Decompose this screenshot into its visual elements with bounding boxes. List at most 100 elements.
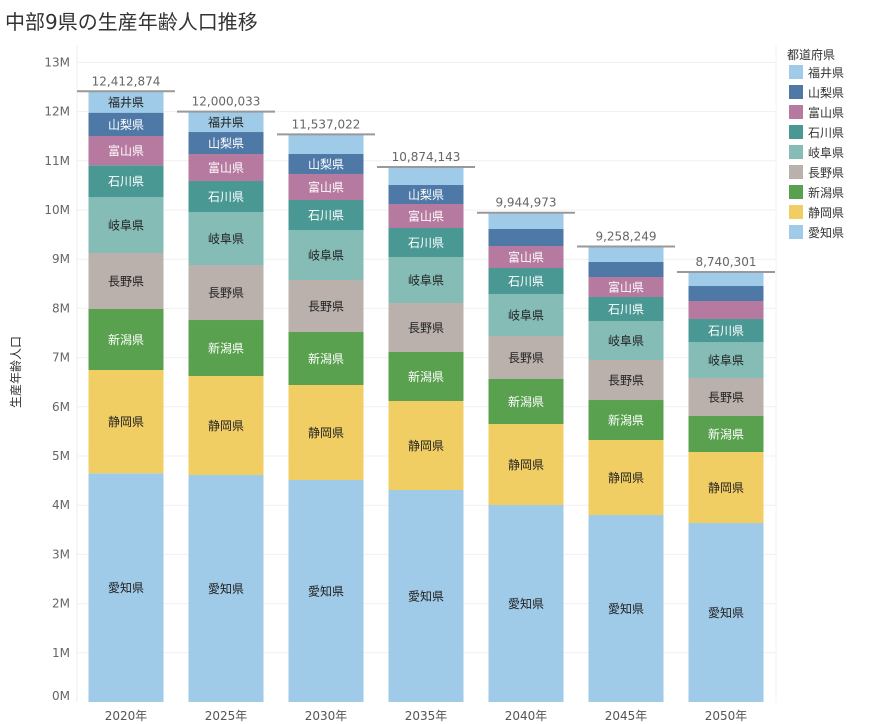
bar-segment <box>388 166 464 186</box>
total-label: 9,944,973 <box>495 196 556 210</box>
segment-label: 長野県 <box>508 351 544 365</box>
segment-label: 石川県 <box>608 302 644 316</box>
segment-label: 岐阜県 <box>508 308 544 322</box>
bar-segment <box>388 203 464 229</box>
segment-label: 長野県 <box>308 300 344 314</box>
bar-segment <box>388 256 464 303</box>
bar-segment <box>88 369 164 474</box>
total-label: 12,000,033 <box>192 95 261 109</box>
bar-segment <box>288 480 364 702</box>
legend-item-label: 富山県 <box>808 105 844 120</box>
bar-segment <box>688 301 764 319</box>
bar-segment <box>88 136 164 166</box>
x-tick-label: 2025年 <box>205 709 248 723</box>
segment-label: 富山県 <box>108 143 144 158</box>
segment-label: 愛知県 <box>308 585 344 599</box>
legend-swatch <box>789 185 803 199</box>
bar-segment <box>188 154 264 182</box>
segment-label: 新潟県 <box>208 341 244 356</box>
bar-segment <box>188 320 264 377</box>
segment-label: 長野県 <box>708 391 744 405</box>
bar-segment <box>88 197 164 254</box>
segment-label: 新潟県 <box>608 413 644 428</box>
bar-segment <box>288 173 364 201</box>
bar-segment <box>288 385 364 481</box>
segment-label: 岐阜県 <box>108 219 144 233</box>
segment-label: 山梨県 <box>308 157 344 171</box>
bar-segment <box>388 489 464 702</box>
segment-label: 石川県 <box>508 274 544 288</box>
bar-segment <box>188 376 264 475</box>
bar-segment <box>588 296 664 321</box>
segment-label: 静岡県 <box>408 439 444 453</box>
segment-label: 長野県 <box>608 374 644 388</box>
bar-segment <box>688 318 764 343</box>
segment-label: 静岡県 <box>308 426 344 440</box>
legend-swatch <box>789 205 803 219</box>
bar-segment <box>688 523 764 702</box>
bar-segment <box>188 111 264 133</box>
y-tick-label: 11M <box>44 154 70 168</box>
bar-segment <box>188 181 264 213</box>
segment-label: 愛知県 <box>208 582 244 596</box>
bar-segment <box>288 230 364 281</box>
legend-item-label: 愛知県 <box>808 226 844 240</box>
bar-segment <box>88 473 164 702</box>
segment-label: 山梨県 <box>108 118 144 132</box>
segment-label: 新潟県 <box>408 369 444 384</box>
bar-segment <box>188 265 264 321</box>
segment-label: 岐阜県 <box>708 354 744 368</box>
legend-swatch <box>789 85 803 99</box>
y-tick-label: 4M <box>52 498 70 512</box>
y-axis-label: 生産年齢人口 <box>8 336 23 408</box>
x-tick-label: 2020年 <box>105 709 148 723</box>
segment-label: 石川県 <box>208 190 244 204</box>
legend-item-label: 新潟県 <box>808 185 844 200</box>
bar-segment <box>488 246 564 269</box>
y-tick-label: 0M <box>52 689 70 703</box>
bar-segment <box>688 342 764 379</box>
bar-segment <box>188 474 264 702</box>
segment-label: 福井県 <box>108 94 144 109</box>
segment-label: 富山県 <box>608 279 644 294</box>
legend-item-label: 石川県 <box>808 126 844 140</box>
y-tick-label: 13M <box>44 55 70 69</box>
bar-segment <box>488 268 564 294</box>
y-tick-label: 10M <box>44 203 70 217</box>
legend-swatch <box>789 145 803 159</box>
y-tick-label: 9M <box>52 252 70 266</box>
bar-segment <box>488 212 564 229</box>
bar-segment <box>488 293 564 337</box>
x-tick-label: 2040年 <box>505 709 548 723</box>
segment-label: 愛知県 <box>508 597 544 611</box>
x-tick-label: 2035年 <box>405 709 448 723</box>
legend-item-label: 静岡県 <box>808 206 844 220</box>
y-tick-label: 6M <box>52 400 70 414</box>
segment-label: 岐阜県 <box>308 249 344 263</box>
bar-segment <box>688 271 764 287</box>
segment-label: 山梨県 <box>408 188 444 202</box>
segment-label: 長野県 <box>208 286 244 300</box>
bar-segment <box>488 424 564 506</box>
segment-label: 新潟県 <box>308 351 344 366</box>
bar-segment <box>388 185 464 204</box>
segment-label: 静岡県 <box>208 419 244 433</box>
segment-label: 新潟県 <box>708 427 744 442</box>
bar-segment <box>88 112 164 137</box>
legend-swatch <box>789 165 803 179</box>
segment-label: 富山県 <box>508 250 544 265</box>
segment-label: 静岡県 <box>508 458 544 472</box>
segment-label: 石川県 <box>408 236 444 250</box>
bar-segment <box>288 200 364 231</box>
legend-item-label: 福井県 <box>808 65 844 80</box>
legend-item-label: 岐阜県 <box>808 146 844 160</box>
bar-segment <box>188 132 264 155</box>
segment-label: 富山県 <box>308 179 344 194</box>
segment-label: 長野県 <box>408 321 444 335</box>
y-tick-label: 12M <box>44 105 70 119</box>
bar-segment <box>588 262 664 278</box>
total-label: 10,874,143 <box>392 150 461 164</box>
segment-label: 石川県 <box>108 175 144 189</box>
